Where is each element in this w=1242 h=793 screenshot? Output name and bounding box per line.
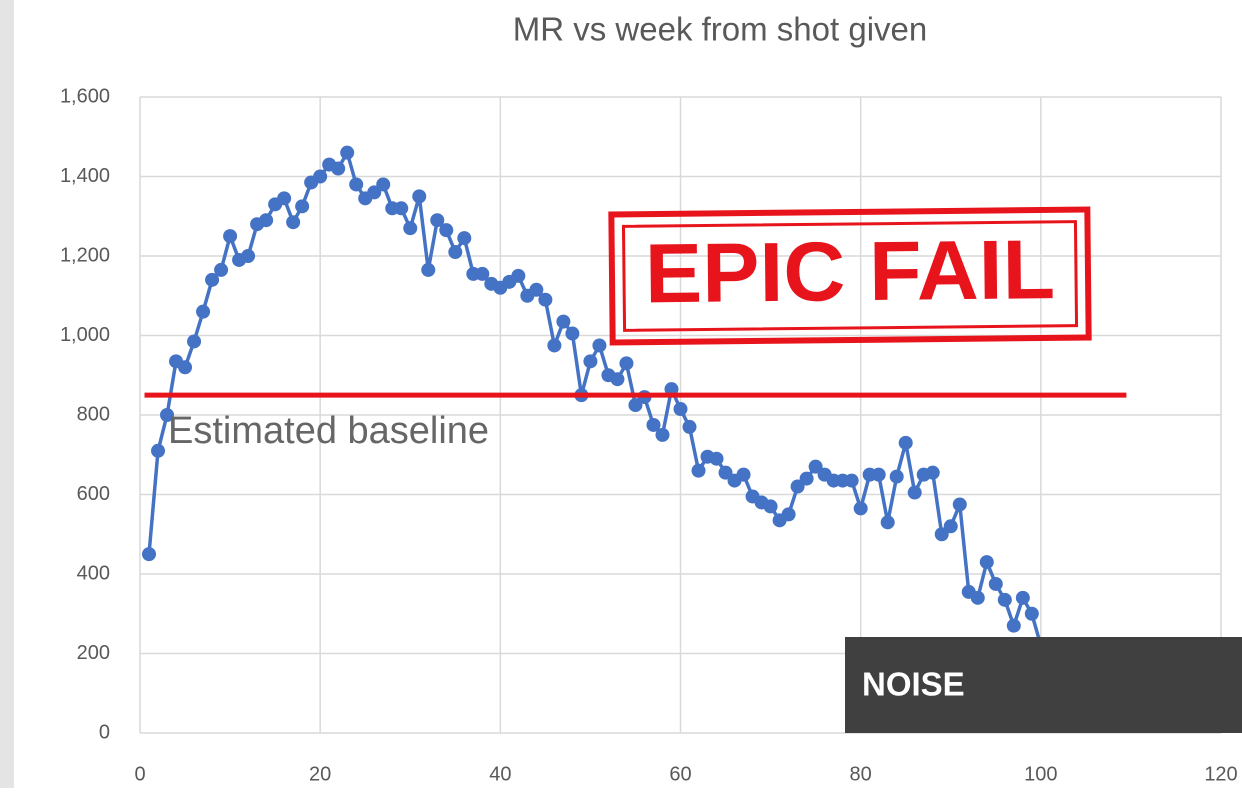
data-point [529,282,544,297]
data-point [178,360,193,375]
data-point [799,471,814,486]
data-point [1024,606,1039,621]
data-point [376,177,391,192]
data-point [340,145,355,160]
data-point [709,451,724,466]
data-point [763,499,778,514]
data-point [187,334,202,349]
data-point [907,485,922,500]
y-tick-label: 800 [77,403,110,425]
y-tick-label: 600 [77,483,110,505]
x-tick-label: 100 [1024,763,1057,785]
stamp-text: EPIC FAIL [644,222,1055,320]
data-point [439,223,454,238]
data-point [538,292,553,307]
data-point [682,419,697,434]
y-tick-label: 0 [99,721,110,743]
noise-label: NOISE [862,666,965,703]
data-point [871,467,886,482]
data-point [988,576,1003,591]
data-point [475,266,490,281]
data-point [718,465,733,480]
data-point [592,338,607,353]
data-point [160,408,175,422]
data-point [952,497,967,512]
data-point [781,507,796,522]
data-point [151,443,166,458]
data-point [889,469,904,484]
data-point [421,262,436,277]
data-point [457,231,472,246]
x-tick-label: 0 [134,763,145,785]
data-point [583,354,598,369]
y-tick-label: 1,600 [60,85,110,107]
x-tick-label: 40 [489,763,511,785]
data-point [295,199,310,214]
data-point [367,185,382,200]
data-point [286,215,301,230]
data-point [259,213,274,228]
data-point [349,177,364,192]
data-point [331,161,346,176]
y-tick-label: 1,000 [60,324,110,346]
data-point [790,479,805,494]
left-edge [0,0,14,788]
data-point [673,402,688,417]
data-point [628,398,643,413]
data-point [655,427,670,442]
data-point [610,372,625,387]
data-point [853,501,868,516]
data-point [511,268,526,283]
y-tick-label: 1,400 [60,165,110,187]
data-point [556,314,571,329]
data-point [277,191,292,206]
x-tick-label: 20 [309,763,331,785]
data-point [214,262,229,277]
data-point [736,467,751,482]
data-point [997,592,1012,607]
data-point [565,326,580,341]
data-point [547,338,562,353]
data-point [412,189,427,204]
data-point [1006,618,1021,633]
data-point [205,272,220,287]
noise-box [845,637,1242,733]
data-point [970,590,985,605]
data-point [241,249,256,263]
chart-title: MR vs week from shot given [513,11,927,48]
data-point [223,229,238,244]
data-point [448,245,463,260]
data-point [619,356,634,371]
data-point [925,465,940,480]
data-point [142,547,157,562]
y-tick-label: 200 [77,642,110,664]
data-point [979,555,994,570]
stamp: EPIC FAIL [608,206,1092,346]
data-point [844,473,859,488]
data-point [394,201,409,216]
x-tick-label: 60 [669,763,691,785]
data-point [403,221,418,236]
data-point [430,213,445,228]
data-point [934,527,949,542]
data-point [196,304,211,319]
data-point [898,435,913,450]
data-point [1015,590,1030,605]
data-point [943,519,958,534]
data-line [147,150,1043,647]
x-tick-label: 120 [1204,763,1237,785]
data-point [880,515,895,530]
y-tick-label: 400 [77,562,110,584]
x-tick-label: 80 [850,763,872,785]
stamp-border [608,206,1092,346]
y-tick-label: 1,200 [60,244,110,266]
stamp-border [621,220,1079,332]
data-point [691,463,706,478]
data-point [646,417,661,432]
baseline-label: Estimated baseline [168,410,489,452]
data-point [313,169,328,184]
data-point [808,459,823,474]
